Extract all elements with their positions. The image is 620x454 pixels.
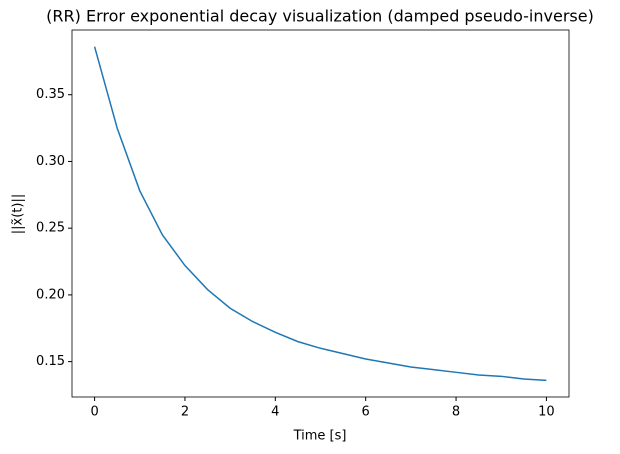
x-tick-label: 4 (271, 405, 279, 420)
y-tick-label: 0.20 (36, 287, 65, 302)
x-axis-label: Time [s] (293, 429, 347, 444)
y-tick-label: 0.30 (36, 154, 65, 169)
x-tick-label: 0 (90, 405, 98, 420)
y-axis-label: ||x̃(t)|| (11, 194, 26, 234)
y-tick-label: 0.25 (36, 221, 65, 236)
y-tick-label: 0.35 (36, 87, 65, 102)
x-tick-label: 8 (452, 405, 460, 420)
x-tick-label: 2 (181, 405, 189, 420)
plot-frame (71, 29, 570, 398)
line (93, 46, 547, 382)
y-tick-label: 0.15 (36, 354, 65, 369)
chart-title: (RR) Error exponential decay visualizati… (46, 7, 594, 26)
x-tick-label: 10 (538, 405, 555, 420)
x-tick-label: 6 (362, 405, 370, 420)
